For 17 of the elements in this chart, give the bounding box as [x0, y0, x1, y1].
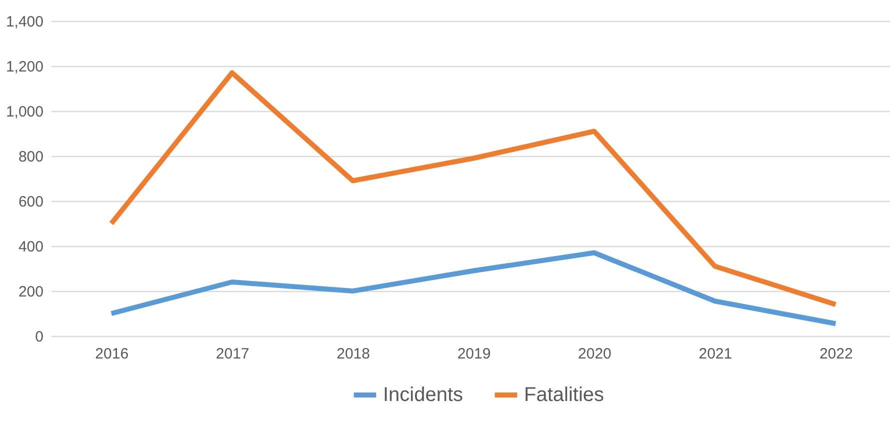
y-tick-label: 800: [18, 148, 44, 166]
y-tick-label: 1,000: [6, 104, 44, 120]
x-tick-label: 2018: [336, 346, 370, 362]
x-tick-label: 2019: [457, 346, 491, 362]
y-tick-label: 1,200: [6, 58, 44, 76]
y-tick-label: 1,400: [6, 14, 44, 30]
x-tick-label: 2022: [819, 346, 853, 362]
y-tick-label: 0: [35, 328, 44, 346]
x-tick-label: 2020: [578, 346, 612, 362]
x-tick-label: 2021: [698, 346, 732, 362]
legend-label: Incidents: [383, 384, 464, 406]
y-tick-label: 400: [18, 238, 44, 256]
y-tick-label: 600: [18, 194, 44, 210]
x-tick-label: 2016: [95, 346, 129, 362]
x-tick-label: 2017: [216, 346, 250, 362]
legend-label: Fatalities: [524, 384, 604, 406]
y-tick-label: 200: [18, 284, 44, 300]
